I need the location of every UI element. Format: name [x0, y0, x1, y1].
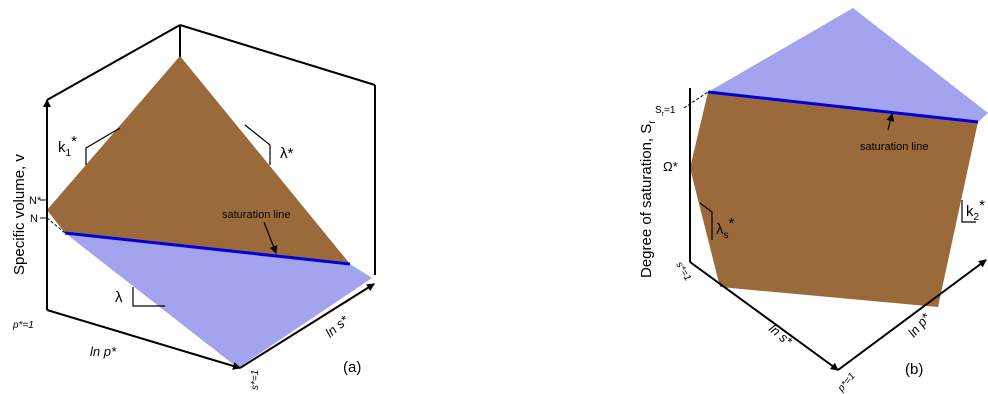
- panel-b-k2-label: k2*: [966, 197, 985, 223]
- panel-b: Degree of saturation, Sr Sr=1 Ω* λs* k2*…: [638, 8, 988, 394]
- panel-a-s-origin-label: s*=1: [250, 370, 261, 390]
- panel-a-saturation-label: saturation line: [222, 209, 291, 221]
- panel-a-n-star-label: N*: [29, 195, 42, 207]
- panel-a-axes: [43, 99, 375, 370]
- panel-a-lower-surface: [65, 233, 372, 368]
- panel-b-slope-marks: [699, 200, 976, 240]
- panel-b-axes: [689, 88, 987, 371]
- panel-b-saturation-pointer: [886, 113, 895, 131]
- panel-a-ln-s-label: ln s*: [322, 312, 352, 340]
- panel-a-lambda-label: λ: [115, 289, 123, 306]
- panel-b-tag: (b): [905, 361, 923, 378]
- panel-b-sr1-label: Sr=1: [655, 105, 676, 118]
- panel-a-tag: (a): [343, 359, 361, 376]
- panel-a-saturation-line: [64, 231, 351, 266]
- panel-b-lambda-s-label: λs*: [716, 215, 735, 241]
- panel-a-saturation-pointer: [263, 221, 278, 254]
- panel-b-saturation-label: saturation line: [860, 141, 929, 153]
- panel-a-y-axis-label: Specific volume, v: [11, 154, 28, 275]
- panel-b-saturation-line: [707, 90, 979, 124]
- panel-a-n-ticks: [40, 199, 66, 234]
- panel-b-sr1-tick: [683, 91, 709, 109]
- panel-b-p-origin-label: p*=1: [835, 371, 857, 394]
- panel-a-k1-star-label: k1*: [58, 133, 77, 159]
- panel-b-s-origin-label: s*=1: [673, 260, 693, 283]
- panel-b-ln-s-label: ln s*: [766, 321, 796, 349]
- panel-a-lambda-star-label: λ*: [280, 145, 294, 162]
- panel-b-y-axis-label: Degree of saturation, Sr: [638, 120, 658, 278]
- panel-b-upper-surface: [708, 8, 988, 122]
- panel-a-p-origin-label: p*=1: [12, 320, 34, 331]
- panel-b-ln-p-label: ln p*: [905, 310, 934, 340]
- panel-a-n-label: N: [30, 213, 38, 225]
- panel-a-slope-marks: [85, 124, 271, 307]
- panel-a: Specific volume, v N* N k1* λ* λ saturat…: [11, 24, 376, 390]
- panel-a-upper-surface: [47, 56, 350, 264]
- panel-a-ln-p-label: ln p*: [90, 344, 117, 359]
- panel-b-omega-label: Ω*: [663, 159, 678, 174]
- panel-b-lower-surface: [690, 92, 978, 307]
